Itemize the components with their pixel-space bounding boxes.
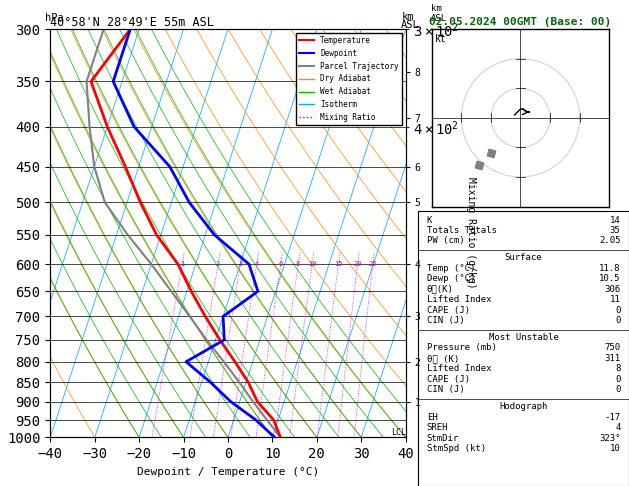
Text: Pressure (mb): Pressure (mb) (426, 344, 496, 352)
Text: 15: 15 (334, 261, 343, 267)
Text: EH: EH (426, 413, 437, 422)
Text: StmDir: StmDir (426, 434, 459, 443)
Text: 25: 25 (369, 261, 377, 267)
Text: 323°: 323° (599, 434, 621, 443)
Text: 02.05.2024 00GMT (Base: 00): 02.05.2024 00GMT (Base: 00) (429, 17, 611, 27)
Text: CIN (J): CIN (J) (426, 316, 464, 325)
Text: K: K (426, 215, 432, 225)
Text: LCL: LCL (391, 428, 406, 437)
Text: 10: 10 (610, 444, 621, 453)
Text: Most Unstable: Most Unstable (489, 333, 559, 342)
Text: 2.05: 2.05 (599, 236, 621, 245)
Text: CAPE (J): CAPE (J) (426, 375, 470, 384)
Text: 750: 750 (604, 344, 621, 352)
Text: 0: 0 (615, 375, 621, 384)
Text: 3: 3 (238, 261, 242, 267)
Text: Totals Totals: Totals Totals (426, 226, 496, 235)
Text: 35: 35 (610, 226, 621, 235)
Text: 11: 11 (610, 295, 621, 304)
Text: 14: 14 (610, 215, 621, 225)
Text: CIN (J): CIN (J) (426, 385, 464, 394)
Text: θᴇ (K): θᴇ (K) (426, 354, 459, 363)
Text: Lifted Index: Lifted Index (426, 364, 491, 373)
Y-axis label: hPa: hPa (0, 223, 1, 243)
Text: hPa: hPa (45, 13, 64, 23)
Legend: Temperature, Dewpoint, Parcel Trajectory, Dry Adiabat, Wet Adiabat, Isotherm, Mi: Temperature, Dewpoint, Parcel Trajectory… (296, 33, 402, 125)
Text: 0: 0 (615, 306, 621, 314)
Text: Dewp (°C): Dewp (°C) (426, 274, 475, 283)
Text: 6: 6 (279, 261, 282, 267)
Text: 8: 8 (296, 261, 300, 267)
Text: CAPE (J): CAPE (J) (426, 306, 470, 314)
Text: kt: kt (435, 35, 447, 45)
Text: Hodograph: Hodograph (499, 402, 548, 411)
Text: 0: 0 (615, 316, 621, 325)
Text: km: km (401, 12, 414, 22)
Text: 11.8: 11.8 (599, 264, 621, 273)
Text: 1: 1 (180, 261, 184, 267)
Text: 311: 311 (604, 354, 621, 363)
Y-axis label: Mixing Ratio (g/kg): Mixing Ratio (g/kg) (466, 177, 476, 289)
Text: Lifted Index: Lifted Index (426, 295, 491, 304)
Text: 40°58'N 28°49'E 55m ASL: 40°58'N 28°49'E 55m ASL (50, 16, 214, 29)
Text: -17: -17 (604, 413, 621, 422)
Text: 10.5: 10.5 (599, 274, 621, 283)
X-axis label: Dewpoint / Temperature (°C): Dewpoint / Temperature (°C) (137, 467, 319, 477)
Text: ASL: ASL (401, 20, 420, 30)
Text: 306: 306 (604, 285, 621, 294)
Text: SREH: SREH (426, 423, 448, 432)
Text: PW (cm): PW (cm) (426, 236, 464, 245)
Text: Surface: Surface (505, 253, 542, 262)
Text: km
ASL: km ASL (431, 4, 447, 23)
Text: 10: 10 (308, 261, 316, 267)
Text: StmSpd (kt): StmSpd (kt) (426, 444, 486, 453)
Text: Temp (°C): Temp (°C) (426, 264, 475, 273)
Text: 20: 20 (353, 261, 362, 267)
Text: 4: 4 (615, 423, 621, 432)
Text: θᴇ(K): θᴇ(K) (426, 285, 454, 294)
Text: 4: 4 (255, 261, 259, 267)
Text: 0: 0 (615, 385, 621, 394)
Text: 8: 8 (615, 364, 621, 373)
Text: 2: 2 (216, 261, 220, 267)
